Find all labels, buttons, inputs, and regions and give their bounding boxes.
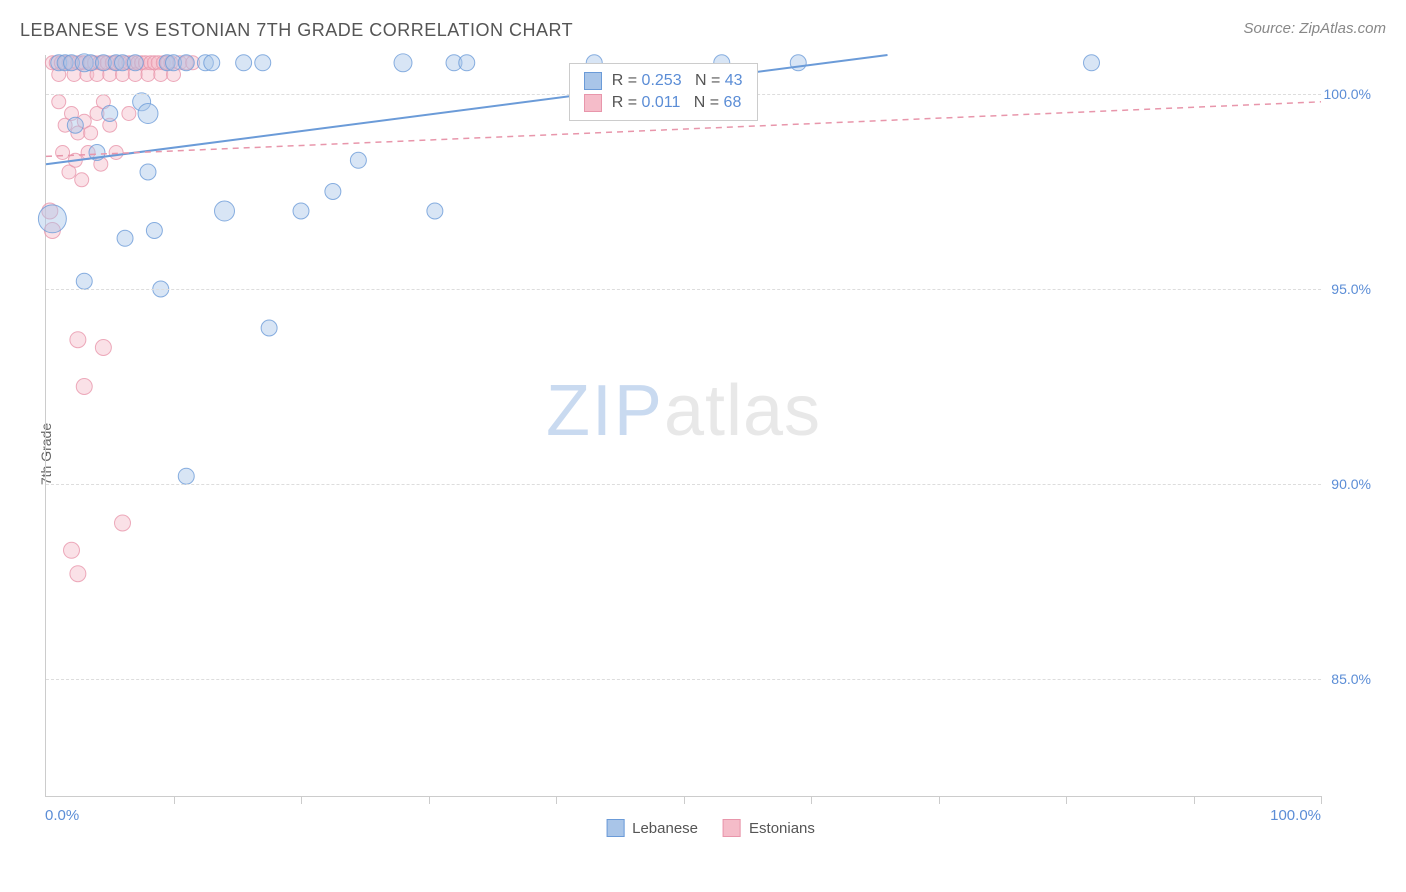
scatter-point	[95, 340, 111, 356]
scatter-point	[140, 164, 156, 180]
stats-text: R = 0.011 N = 68	[612, 94, 742, 112]
y-tick-label: 85.0%	[1331, 671, 1371, 687]
stats-text: R = 0.253 N = 43	[612, 72, 743, 90]
x-axis-min-label: 0.0%	[45, 807, 79, 824]
scatter-point	[64, 542, 80, 558]
y-tick-label: 100.0%	[1324, 86, 1371, 102]
legend-swatch-icon	[723, 819, 741, 837]
scatter-point	[75, 173, 89, 187]
scatter-point	[127, 55, 143, 71]
chart-header: LEBANESE VS ESTONIAN 7TH GRADE CORRELATI…	[20, 20, 1386, 50]
scatter-point	[76, 379, 92, 395]
x-tick	[1194, 796, 1195, 804]
stats-box: R = 0.253 N = 43 R = 0.011 N = 68	[569, 63, 758, 121]
x-tick	[684, 796, 685, 804]
stats-row: R = 0.253 N = 43	[584, 70, 743, 92]
x-tick	[174, 796, 175, 804]
y-tick-label: 90.0%	[1331, 476, 1371, 492]
x-tick	[301, 796, 302, 804]
scatter-point	[115, 515, 131, 531]
scatter-point	[38, 205, 66, 233]
y-tick-label: 95.0%	[1331, 281, 1371, 297]
series-swatch-icon	[584, 94, 602, 112]
scatter-point	[109, 146, 123, 160]
plot-area: ZIPatlas 85.0%90.0%95.0%100.0%R = 0.253 …	[45, 55, 1321, 797]
scatter-point	[117, 230, 133, 246]
scatter-point	[1084, 55, 1100, 71]
x-tick	[1321, 796, 1322, 804]
chart-container: 7th Grade ZIPatlas 85.0%90.0%95.0%100.0%…	[45, 55, 1376, 852]
scatter-point	[178, 55, 194, 71]
legend-swatch-icon	[606, 819, 624, 837]
scatter-point	[204, 55, 220, 71]
scatter-point	[52, 95, 66, 109]
legend-label: Estonians	[749, 820, 815, 837]
x-tick	[556, 796, 557, 804]
scatter-point	[138, 104, 158, 124]
gridline	[46, 679, 1321, 680]
series-swatch-icon	[584, 72, 602, 90]
gridline	[46, 484, 1321, 485]
scatter-point	[394, 54, 412, 72]
scatter-point	[70, 566, 86, 582]
legend-label: Lebanese	[632, 820, 698, 837]
legend: Lebanese Estonians	[606, 819, 815, 837]
scatter-point	[178, 468, 194, 484]
scatter-point	[102, 106, 118, 122]
x-tick	[429, 796, 430, 804]
scatter-point	[215, 201, 235, 221]
scatter-point	[236, 55, 252, 71]
scatter-svg	[46, 55, 1321, 796]
scatter-point	[255, 55, 271, 71]
scatter-point	[122, 107, 136, 121]
chart-title: LEBANESE VS ESTONIAN 7TH GRADE CORRELATI…	[20, 20, 573, 40]
scatter-point	[76, 273, 92, 289]
chart-source: Source: ZipAtlas.com	[1243, 20, 1386, 37]
x-tick	[1066, 796, 1067, 804]
scatter-point	[790, 55, 806, 71]
x-tick	[939, 796, 940, 804]
scatter-point	[459, 55, 475, 71]
x-tick	[811, 796, 812, 804]
scatter-point	[56, 146, 70, 160]
scatter-point	[325, 184, 341, 200]
x-axis-max-label: 100.0%	[1270, 807, 1321, 824]
scatter-point	[84, 126, 98, 140]
scatter-point	[146, 223, 162, 239]
legend-item: Estonians	[723, 819, 815, 837]
stats-row: R = 0.011 N = 68	[584, 92, 743, 114]
legend-item: Lebanese	[606, 819, 698, 837]
gridline	[46, 289, 1321, 290]
scatter-point	[293, 203, 309, 219]
scatter-point	[350, 152, 366, 168]
scatter-point	[261, 320, 277, 336]
scatter-point	[67, 117, 83, 133]
scatter-point	[70, 332, 86, 348]
scatter-point	[427, 203, 443, 219]
